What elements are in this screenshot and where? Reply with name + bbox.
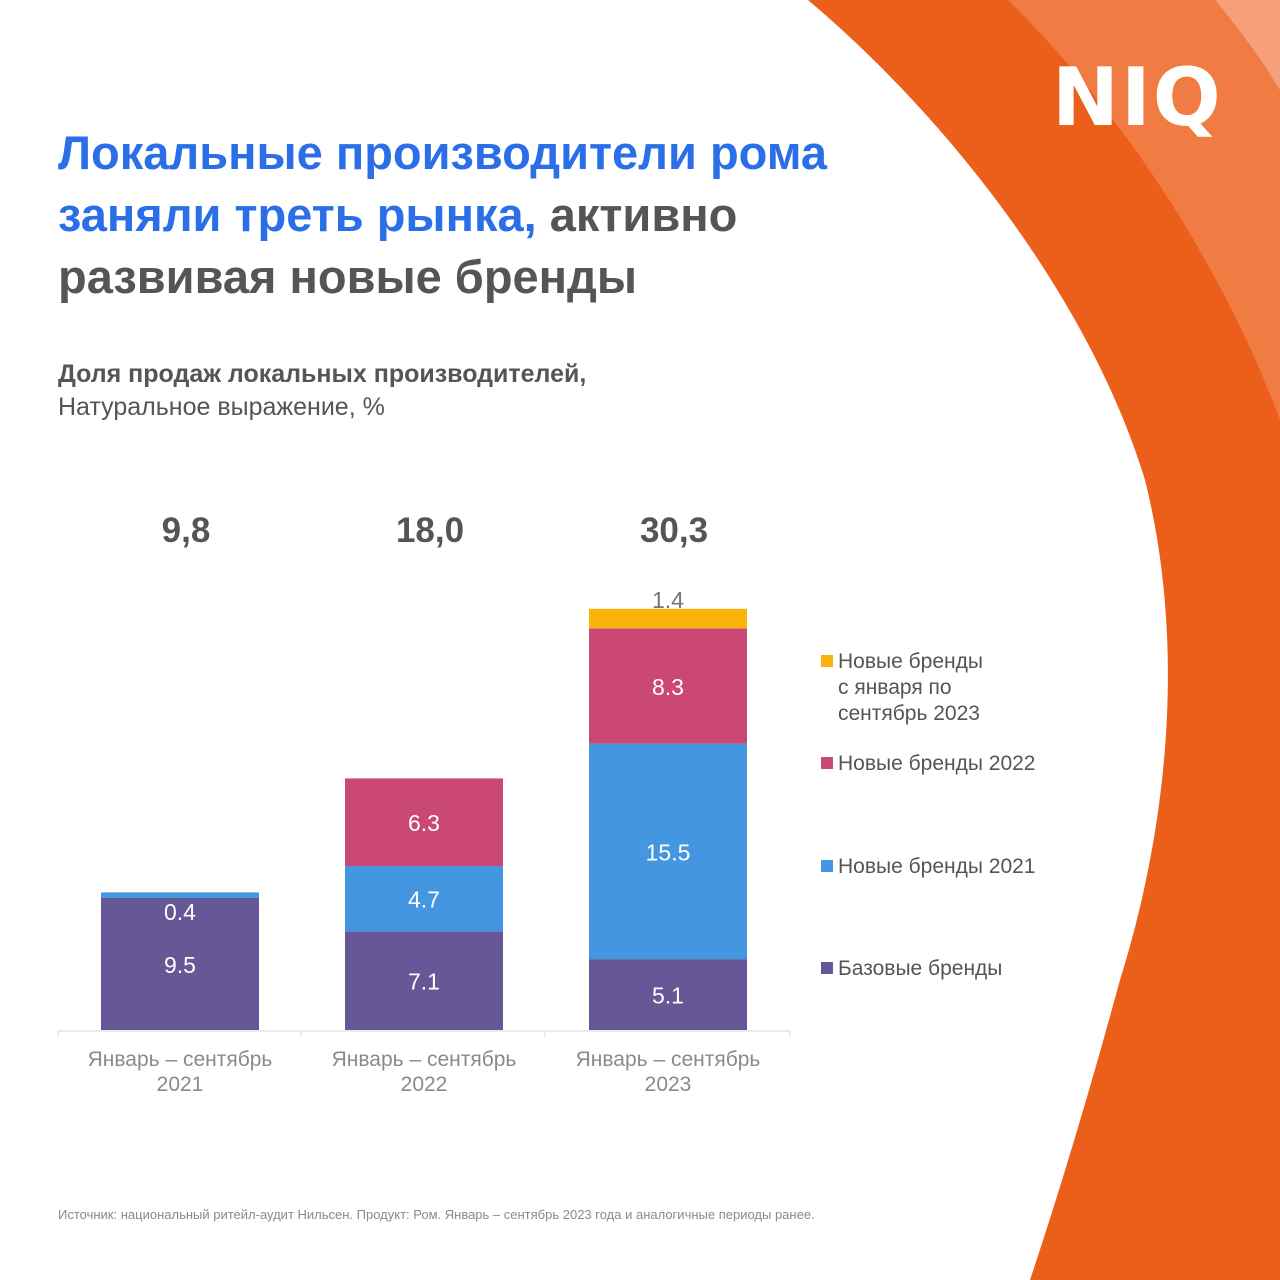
total-label: 9,8 — [162, 511, 211, 550]
x-tick-label: Январь – сентябрь — [576, 1048, 761, 1071]
legend-swatch — [821, 962, 833, 974]
bar-segment — [101, 892, 259, 898]
x-tick-label: 2023 — [645, 1073, 692, 1096]
legend-label: Базовые бренды — [838, 957, 1002, 980]
legend-label: Новые бренды — [838, 650, 983, 673]
legend-label: Новые бренды 2022 — [838, 752, 1036, 775]
bar-segment — [345, 931, 503, 1030]
data-label: 7.1 — [408, 969, 440, 995]
data-label: 8.3 — [652, 674, 684, 700]
title-rest: активно развивая новые бренды — [58, 188, 738, 303]
legend-label: сентябрь 2023 — [838, 702, 980, 725]
data-label: 1.4 — [652, 587, 684, 613]
subtitle-bold: Доля продаж локальных производителей, — [58, 360, 587, 388]
data-label: 6.3 — [408, 810, 440, 836]
bar-segment — [589, 608, 747, 629]
bar-segment — [101, 897, 259, 1030]
legend-swatch — [821, 757, 833, 769]
total-label: 18,0 — [396, 511, 464, 550]
data-label: 0.4 — [164, 899, 196, 925]
x-tick-label: Январь – сентябрь — [88, 1048, 273, 1071]
subtitle-normal: Натуральное выражение, % — [58, 393, 385, 421]
legend-swatch — [821, 655, 833, 667]
source-note: Источник: национальный ритейл-аудит Ниль… — [58, 1207, 815, 1222]
legend-swatch — [821, 860, 833, 872]
data-label: 15.5 — [646, 839, 691, 865]
x-tick-label: Январь – сентябрь — [332, 1048, 517, 1071]
page-title: Локальные производители рома заняли трет… — [58, 122, 938, 308]
x-tick-label: 2021 — [157, 1073, 204, 1096]
data-label: 9.5 — [164, 952, 196, 978]
x-tick-label: 2022 — [401, 1073, 448, 1096]
niq-logo: NIQ — [1052, 51, 1223, 144]
bar-segment — [345, 865, 503, 932]
bar-segment — [589, 959, 747, 1030]
data-label: 5.1 — [652, 983, 684, 1009]
legend-label: Новые бренды 2021 — [838, 855, 1036, 878]
title-highlight: Локальные производители рома заняли трет… — [58, 126, 828, 241]
bar-segment — [589, 743, 747, 960]
total-label: 30,3 — [640, 511, 708, 550]
bar-segment — [345, 778, 503, 866]
chart-subtitle: Доля продаж локальных производителей, На… — [58, 358, 586, 424]
data-label: 4.7 — [408, 887, 440, 913]
legend-label: с января по — [838, 676, 952, 699]
bar-segment — [589, 628, 747, 744]
